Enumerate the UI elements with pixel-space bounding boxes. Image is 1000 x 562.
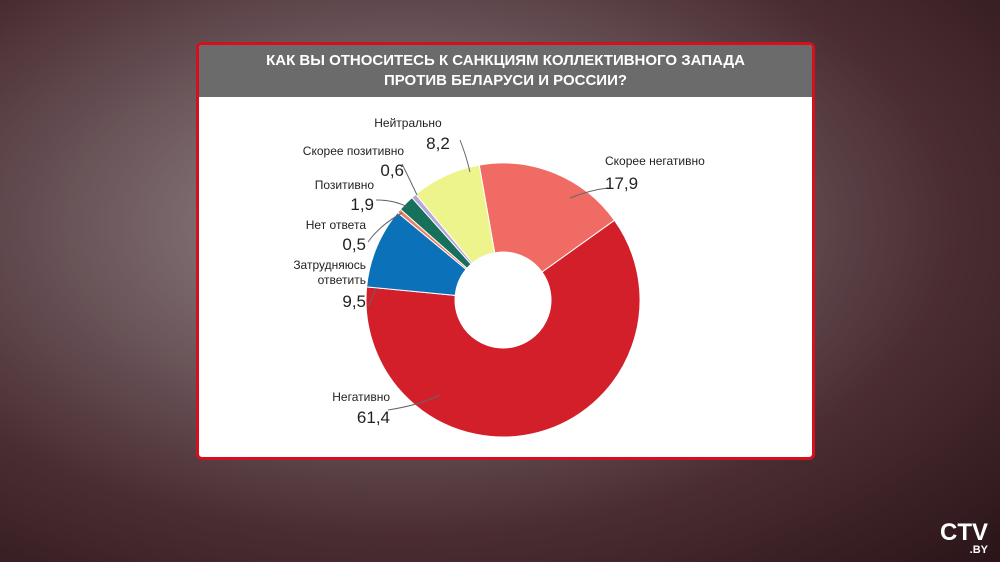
slice-label: Негативно — [332, 390, 390, 404]
logo-name: CTV — [940, 519, 988, 546]
slice-label: Затрудняюсь ответить — [293, 258, 366, 287]
slice-label: Нет ответа — [305, 218, 366, 232]
logo-suffix: .BY — [969, 544, 988, 556]
value-label: 9,5 — [342, 292, 366, 311]
value-label: 0,5 — [342, 235, 366, 254]
value-label: 0,6 — [380, 161, 404, 180]
chart-title: КАК ВЫ ОТНОСИТЕСЬ К САНКЦИЯМ КОЛЛЕКТИВНО… — [266, 52, 745, 89]
value-label: 17,9 — [605, 174, 639, 193]
header: КАК ВЫ ОТНОСИТЕСЬ К САНКЦИЯМ КОЛЛЕКТИВНО… — [199, 45, 812, 97]
value-label: 8,2 — [426, 134, 450, 153]
value-label: 1,9 — [350, 195, 374, 214]
value-label: 61,4 — [356, 408, 390, 427]
slice-label: Скорее негативно — [605, 154, 705, 168]
slice-label: Нейтрально — [374, 116, 442, 130]
slice-label: Позитивно — [314, 178, 374, 192]
slice-label: Скорее позитивно — [302, 144, 404, 158]
logo: CTV .BY — [940, 521, 988, 556]
